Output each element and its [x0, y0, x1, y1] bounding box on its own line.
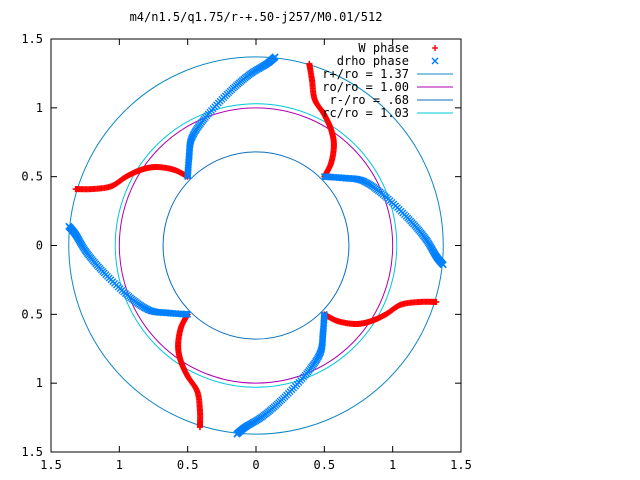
legend-label: rc/ro = 1.03 — [322, 106, 409, 120]
axis-ticks: 1.5 1 0.5 0 0.5 1 1.51.510.500.511.5 — [21, 32, 472, 472]
y-tick-label: 1.5 — [21, 445, 43, 459]
x-tick-label: 1 — [389, 458, 396, 472]
data-point — [271, 53, 279, 61]
y-tick-label: 1 — [36, 376, 43, 390]
legend-label: W phase — [358, 41, 409, 55]
y-tick-label: 0.5 — [21, 307, 43, 321]
data-point — [65, 222, 73, 230]
legend-label: r+/ro = 1.37 — [322, 67, 409, 81]
legend-entry: drho phase — [337, 54, 439, 68]
chart-title: m4/n1.5/q1.75/r-+.50-j257/M0.01/512 — [130, 10, 383, 24]
legend-entry: r+/ro = 1.37 — [322, 67, 453, 81]
data-point — [233, 430, 241, 438]
legend-entry: rc/ro = 1.03 — [322, 106, 453, 120]
series-1-arm-4 — [321, 298, 440, 327]
legend-marker — [432, 45, 438, 51]
series-2-arm-3 — [233, 310, 328, 438]
x-tick-label: 1 — [116, 458, 123, 472]
y-tick-label: 1 — [36, 101, 43, 115]
y-tick-label: 1.5 — [21, 32, 43, 46]
y-tick-label: 0 — [36, 239, 43, 253]
legend-label: drho phase — [337, 54, 409, 68]
reference-circles — [68, 56, 444, 435]
legend-entry: ro/ro = 1.00 — [322, 80, 453, 94]
x-tick-label: 0.5 — [177, 458, 199, 472]
y-tick-label: 0.5 — [21, 170, 43, 184]
series-2-arm-2 — [65, 222, 192, 318]
data-point — [439, 261, 447, 269]
legend-label: ro/ro = 1.00 — [322, 80, 409, 94]
circle-1 — [68, 56, 444, 435]
series-2 — [65, 53, 447, 438]
circle-3 — [162, 151, 350, 340]
series-2-arm-1 — [184, 53, 279, 181]
circle-2 — [118, 107, 394, 384]
series-1-arm-2 — [72, 164, 191, 193]
data-points — [65, 53, 447, 438]
legend-label: r-/ro = .68 — [330, 93, 409, 107]
x-tick-label: 1.5 — [40, 458, 62, 472]
legend-entry: W phase — [358, 41, 438, 55]
circle-4 — [114, 103, 398, 388]
x-tick-label: 0.5 — [313, 458, 335, 472]
series-2-arm-4 — [320, 173, 447, 269]
series-1 — [72, 60, 440, 431]
legend-entry: r-/ro = .68 — [330, 93, 453, 107]
x-tick-label: 0 — [252, 458, 259, 472]
x-tick-label: 1.5 — [450, 458, 472, 472]
legend-marker — [431, 57, 439, 65]
